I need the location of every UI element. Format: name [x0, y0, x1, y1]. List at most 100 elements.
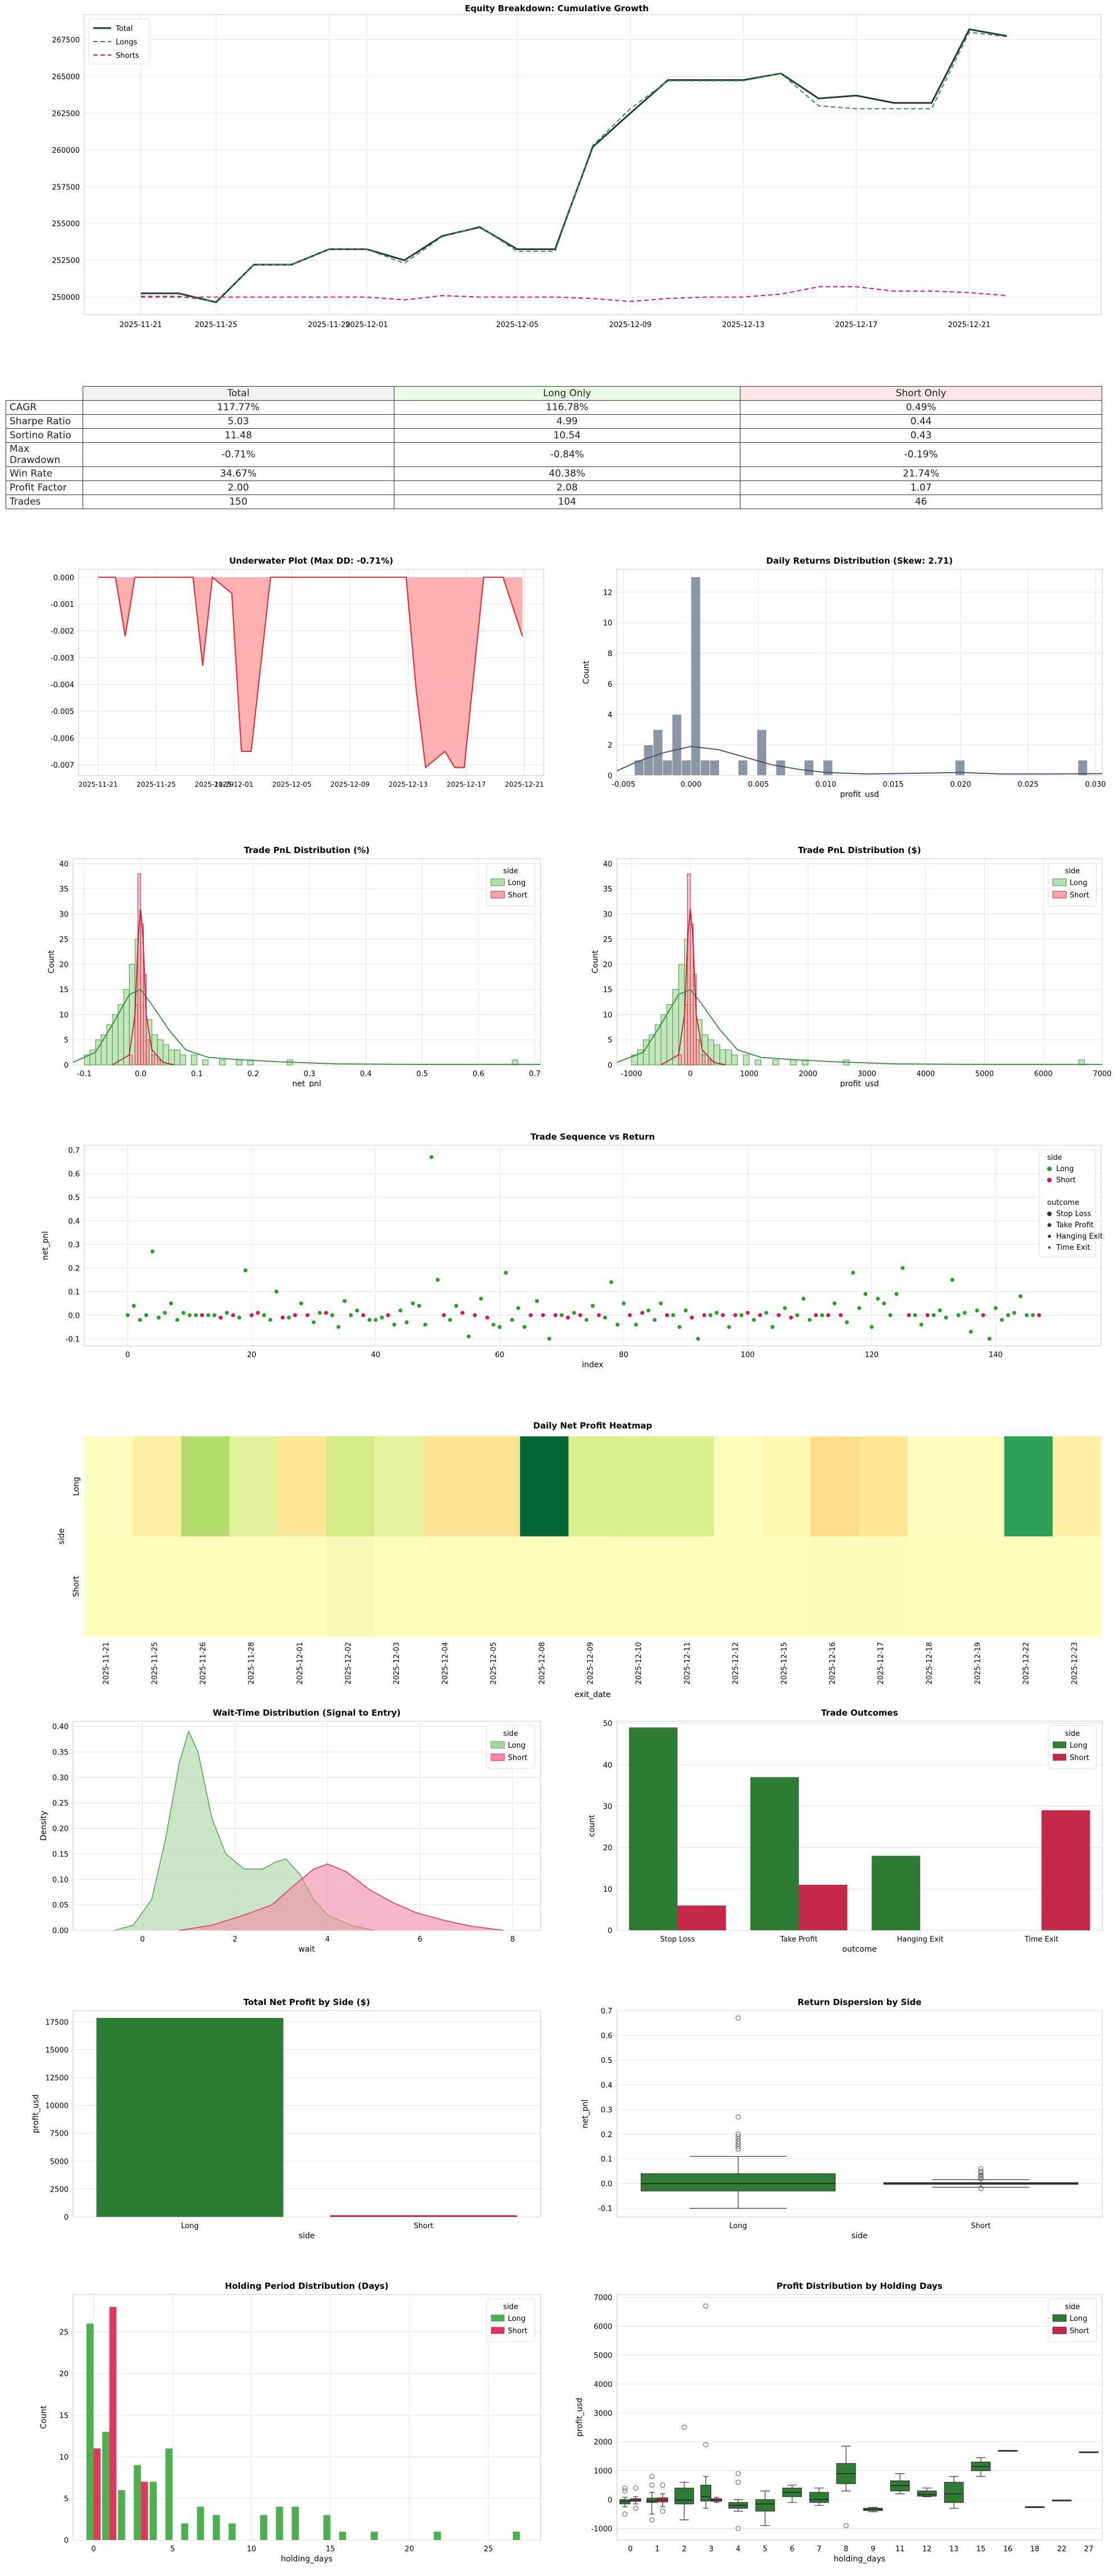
long-histogram-bar [179, 1054, 186, 1065]
x-axis-label: index [582, 1360, 603, 1368]
y-axis-label: profit_usd [31, 2094, 40, 2133]
long-box [700, 2484, 712, 2502]
y-tick-label: 265000 [52, 73, 80, 81]
long-histogram-bar [672, 989, 679, 1065]
legend-swatch [1052, 891, 1067, 899]
x-tick-label: 2025-12-05 [490, 1642, 498, 1685]
x-tick-label: 0.5 [416, 1070, 428, 1078]
x-tick-label: 15 [976, 2545, 986, 2554]
legend-title: side [503, 1730, 519, 1738]
drawdown-line [98, 576, 523, 769]
long-histogram-bar [219, 1059, 226, 1065]
y-tick-label: -0.004 [51, 681, 74, 690]
heatmap-cell [326, 1436, 375, 1537]
y-tick-label: 20 [603, 1844, 612, 1853]
long-point [466, 1334, 471, 1339]
long-point [795, 1313, 799, 1317]
return-dispersion-chart: Return Dispersion by Side -0.1 0.0 0.1 0.2 0.… [581, 1997, 1103, 2239]
metrics-header-long: Long Only [393, 386, 740, 401]
short-point [256, 1310, 260, 1315]
metrics-row-label: Trades [6, 495, 83, 509]
short-bar [799, 1884, 848, 1930]
legend-title: side [1065, 1730, 1080, 1738]
long-point [367, 1318, 372, 1322]
heatmap-cell [133, 1436, 181, 1537]
short-outlier [978, 2166, 984, 2171]
long-histogram-bar [434, 2532, 441, 2540]
x-tick-label: 60 [495, 1351, 504, 1359]
metrics-row: CAGR 117.77% 116.78% 0.49% [6, 400, 1103, 415]
legend-label: Short [508, 2327, 528, 2335]
short-point [553, 1313, 558, 1317]
long-histogram-bar [197, 2506, 204, 2540]
y-tick-label: 0.05 [52, 1902, 69, 1910]
x-tick-label: 16 [1003, 2545, 1013, 2554]
histogram-bar [775, 760, 786, 776]
long-outlier [735, 2134, 741, 2139]
y-tick-label: 0.0 [68, 1312, 80, 1320]
long-point [404, 1320, 409, 1325]
x-tick-label: 2025-12-04 [441, 1642, 449, 1685]
histogram-bar [700, 760, 711, 776]
long-point [1012, 1310, 1016, 1315]
short-point [324, 1310, 328, 1315]
short-histogram-bar [678, 1054, 682, 1065]
short-point [280, 1316, 285, 1320]
long-histogram-bar [713, 1044, 720, 1065]
long-bar [96, 2017, 284, 2217]
x-tick-label: Short [971, 2222, 991, 2230]
metrics-row-label: CAGR [6, 400, 83, 415]
short-point [386, 1313, 390, 1317]
heatmap-cell [762, 1536, 811, 1637]
heatmap-cell [375, 1436, 424, 1537]
short-point [721, 1313, 725, 1317]
histogram-bar [804, 760, 814, 776]
long-point [125, 1313, 130, 1317]
y-tick-label: 12500 [46, 2074, 69, 2083]
long-box [619, 2499, 631, 2505]
short-density-line [179, 1863, 504, 1931]
y-tick-label: 0.35 [52, 1748, 69, 1757]
x-tick-label: -1000 [621, 1070, 642, 1078]
metrics-cell: 0.49% [739, 400, 1103, 415]
metrics-cell: 40.38% [393, 466, 740, 481]
y-tick-label: -0.003 [51, 654, 74, 663]
short-point [907, 1313, 911, 1317]
long-point [349, 1313, 353, 1317]
heatmap-cell [520, 1536, 569, 1637]
y-axis-label: Count [39, 2405, 48, 2429]
metrics-row: Sortino Ratio 11.48 10.54 0.43 [6, 428, 1103, 443]
y-tick-label: -0.1 [66, 1335, 80, 1344]
long-point [479, 1296, 483, 1301]
long-point [615, 1322, 620, 1327]
long-point [764, 1310, 769, 1315]
short-outlier [633, 2505, 639, 2511]
metrics-table: Total Long Only Short Only CAGR 117.77% 11… [6, 386, 1103, 509]
chart-title: Daily Returns Distribution (Skew: 2.71) [766, 556, 953, 566]
y-tick-label: 5000 [50, 2158, 69, 2166]
x-tick-label: Time Exit [1024, 1935, 1059, 1944]
x-tick-label: 2025-12-22 [1022, 1642, 1031, 1685]
drawdown-area [98, 577, 522, 768]
pnl-usd-chart: Trade PnL Distribution ($) 0 5 10 15 20 25 30 35… [591, 845, 1112, 1087]
histogram-bar [662, 760, 672, 776]
long-point [547, 1336, 552, 1341]
long-box [674, 2487, 694, 2505]
legend-title: side [503, 2303, 519, 2311]
long-point [274, 1289, 279, 1294]
x-tick-label: 2025-12-09 [609, 321, 652, 329]
x-tick-label: 3 [709, 2545, 713, 2554]
y-tick-label: 260000 [52, 147, 80, 155]
x-tick-label: 0 [688, 1070, 693, 1078]
y-axis-label: net_pnl [581, 2099, 590, 2129]
short-histogram-bar [702, 1054, 706, 1065]
histogram-bar [822, 760, 833, 776]
x-tick-label: 2000 [799, 1070, 817, 1078]
legend-label: Long [508, 879, 525, 887]
short-point [776, 1313, 781, 1317]
x-tick-label: 18 [1030, 2545, 1040, 2554]
short-histogram-bar [93, 2448, 101, 2540]
plot-frame [616, 1721, 1103, 1931]
legend-swatch [490, 878, 505, 886]
metrics-cell: 11.48 [82, 428, 394, 443]
